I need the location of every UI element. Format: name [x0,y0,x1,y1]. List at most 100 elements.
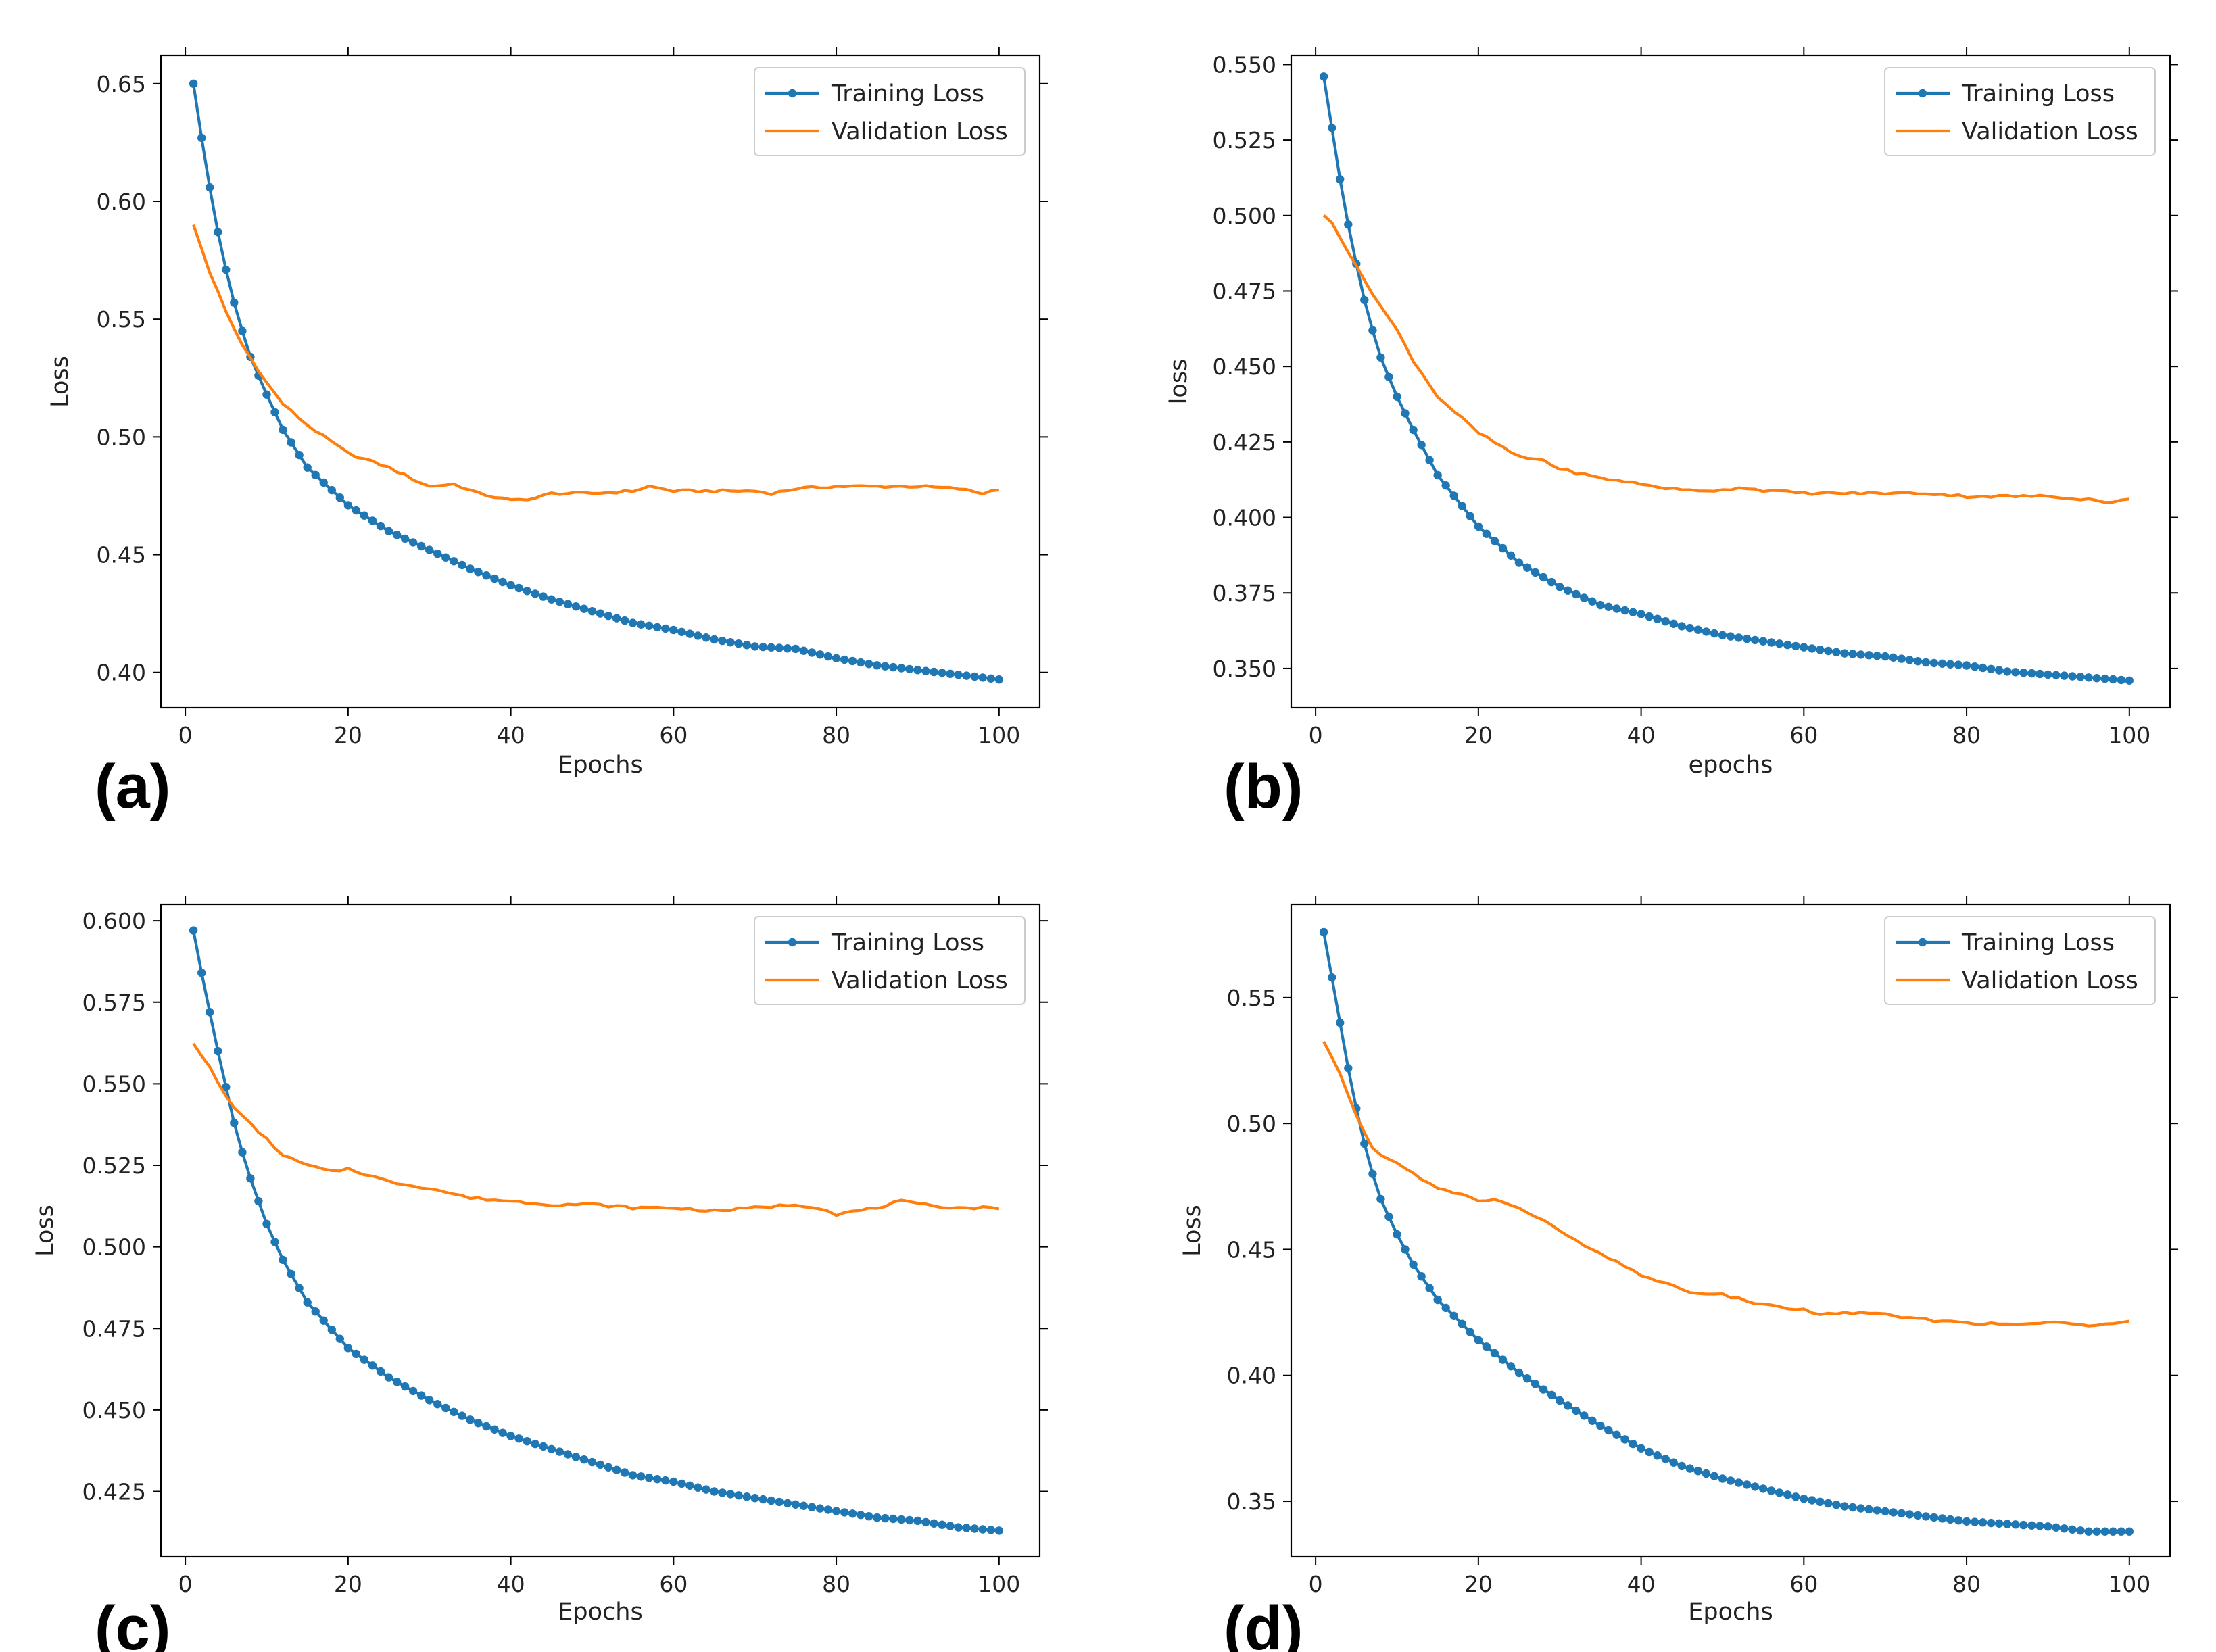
data-point [295,1284,304,1292]
data-point [506,581,515,589]
data-point [230,1119,239,1127]
legend-label: Training Loss [831,929,984,956]
data-point [1539,1385,1548,1394]
data-point [596,609,605,618]
data-point [938,669,946,677]
data-point [1482,529,1491,538]
x-tick-label: 20 [334,1571,362,1597]
data-point [555,1447,564,1456]
data-point [1767,638,1776,647]
panel-d: 0 20 40 60 80 100 0.35 0.40 0.45 0.50 0.55 Epochs Lo… [1179,896,2178,1652]
data-point [775,643,784,652]
data-point [1506,1362,1516,1371]
data-point [1962,1517,1971,1526]
data-point [400,1382,410,1391]
data-point [2068,672,2077,681]
data-point [2125,676,2134,685]
y-tick-label: 0.65 [97,71,146,97]
data-point [913,666,922,675]
data-point [1564,586,1572,595]
data-point [881,1513,890,1523]
data-point [1482,1342,1491,1351]
data-point [498,1428,507,1437]
data-point [1384,372,1393,381]
x-tick-label: 60 [1789,1571,1818,1597]
data-point [978,1525,987,1534]
data-point [1441,1303,1450,1313]
data-point [653,1475,662,1484]
data-point [1913,1511,1923,1520]
data-point [1889,653,1898,662]
panel-c: 0 20 40 60 80 100 0.425 0.450 0.475 0.500 0.525 0.5… [32,896,1048,1652]
x-tick-label: 20 [1464,1571,1493,1597]
data-point [1791,1492,1800,1501]
data-point [1531,1380,1540,1388]
data-point [1336,1018,1345,1027]
data-point [1889,1508,1898,1517]
data-point [1816,646,1825,654]
data-point [1360,1139,1369,1148]
legend-label: Validation Loss [832,967,1008,994]
data-point [685,629,694,638]
data-point [1547,577,1556,587]
y-tick-label: 0.500 [82,1234,146,1261]
data-point [2068,1525,2077,1534]
data-point [523,587,531,596]
panel-label: (c) [95,1594,170,1652]
legend-label: Validation Loss [1962,118,2138,145]
data-point [815,650,825,659]
data-point [1856,650,1865,659]
data-point [1596,1422,1605,1430]
data-point [1474,522,1483,531]
y-tick-label: 0.475 [1213,278,1276,304]
data-point [1637,610,1645,618]
data-point [523,1437,531,1446]
data-point [2019,1520,2028,1530]
x-tick-label: 0 [178,722,193,748]
data-point [482,571,491,580]
x-tick-label: 60 [659,1571,688,1597]
legend-marker [1918,89,1927,98]
data-point [1710,629,1719,638]
data-point [189,926,198,935]
data-point [450,557,458,566]
data-point [2027,1521,2036,1530]
data-point [1661,617,1670,626]
data-point [1514,1368,1524,1378]
panel-label: (d) [1224,1594,1303,1652]
data-point [1734,633,1743,642]
data-point [482,1422,491,1431]
data-point [946,1522,955,1530]
series-line [1322,214,2130,504]
data-point [669,1477,678,1486]
data-point [1808,1496,1816,1505]
data-point [1645,612,1654,621]
data-point [579,1455,589,1464]
series-validation-loss [192,1042,1000,1217]
y-tick-label: 0.45 [1227,1236,1276,1263]
data-point [994,675,1004,684]
data-point [1962,661,1971,670]
x-tick-label: 0 [178,1571,193,1597]
data-point [441,553,450,562]
data-point [1612,1430,1621,1439]
data-point [1750,635,1760,645]
x-axis-label: Epochs [558,752,642,779]
y-tick-label: 0.475 [82,1315,146,1342]
data-point [1702,627,1711,636]
data-point [1564,1401,1572,1410]
data-point [710,635,719,644]
data-point [1750,1482,1760,1491]
data-point [531,589,539,598]
data-point [384,1373,393,1382]
data-point [1490,1349,1499,1358]
data-point [1816,1497,1825,1506]
data-point [1783,640,1792,650]
data-point [889,1514,898,1524]
data-point [1466,512,1474,520]
data-point [628,618,637,627]
data-point [677,1479,686,1488]
data-point [311,1307,320,1316]
data-point [1881,1507,1889,1516]
data-point [587,1457,597,1467]
